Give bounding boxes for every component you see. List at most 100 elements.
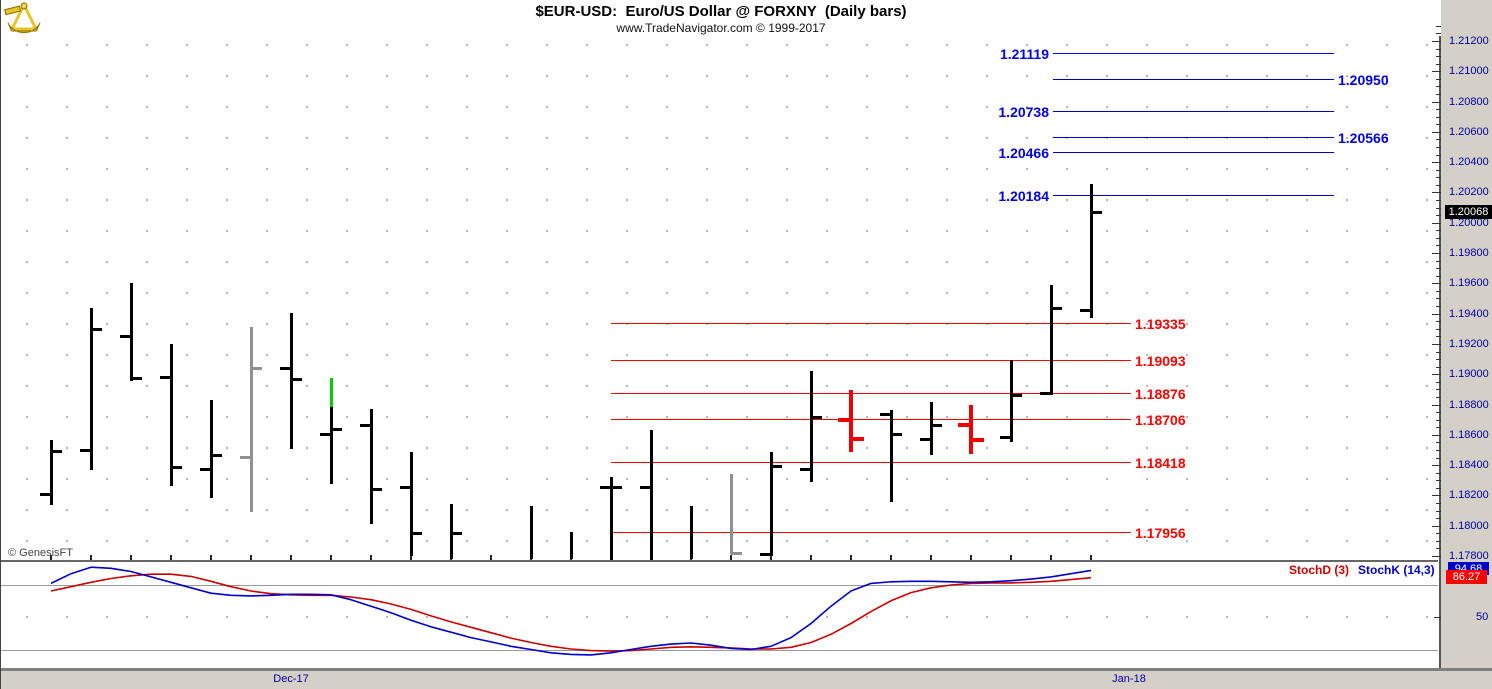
- grid-dot: [386, 354, 388, 356]
- grid-dot: [426, 230, 428, 232]
- grid-dot: [466, 540, 468, 542]
- grid-dot: [1386, 416, 1388, 418]
- grid-dot: [1146, 447, 1148, 449]
- chart-canvas[interactable]: $EUR-USD: Euro/US Dollar @ FORXNY (Daily…: [1, 0, 1441, 668]
- ohlc-open-tick: [640, 486, 651, 489]
- price-axis-tick: [1432, 495, 1441, 496]
- price-axis-tick: [1436, 147, 1441, 148]
- grid-dot: [1066, 416, 1068, 418]
- grid-dot: [866, 199, 868, 201]
- grid-dot: [946, 447, 948, 449]
- grid-dot: [266, 478, 268, 480]
- price-axis-tick: [1436, 268, 1441, 269]
- grid-dot: [466, 137, 468, 139]
- grid-dot: [786, 478, 788, 480]
- grid-dot: [66, 44, 68, 46]
- ohlc-close-tick: [771, 465, 782, 468]
- grid-dot: [386, 509, 388, 511]
- grid-dot: [1066, 323, 1068, 325]
- grid-dot: [986, 44, 988, 46]
- resistance-label: 1.20184: [998, 188, 1049, 204]
- grid-dot: [866, 447, 868, 449]
- grid-dot: [586, 323, 588, 325]
- ohlc-bar: [1090, 184, 1093, 318]
- grid-dot: [266, 168, 268, 170]
- grid-dot: [346, 416, 348, 418]
- grid-dot: [1226, 292, 1228, 294]
- grid-dot: [586, 137, 588, 139]
- grid-dot: [626, 199, 628, 201]
- ohlc-bar: [530, 506, 533, 559]
- grid-dot: [546, 509, 548, 511]
- price-axis-tick: [1436, 208, 1441, 209]
- grid-dot: [546, 385, 548, 387]
- price-axis-tick: [1436, 389, 1441, 390]
- grid-dot: [986, 75, 988, 77]
- grid-dot: [386, 447, 388, 449]
- price-axis-tick: [1436, 170, 1441, 171]
- grid-dot: [186, 75, 188, 77]
- ohlc-bar-green-segment: [330, 378, 333, 407]
- grid-dot: [506, 323, 508, 325]
- grid-dot: [386, 230, 388, 232]
- grid-dot: [1186, 137, 1188, 139]
- date-label-jan: Jan-18: [1112, 673, 1146, 685]
- grid-dot: [1226, 199, 1228, 201]
- grid-dot: [1306, 137, 1308, 139]
- grid-dot: [106, 199, 108, 201]
- grid-dot: [266, 230, 268, 232]
- grid-dot: [626, 509, 628, 511]
- price-axis-tick: [1432, 283, 1441, 284]
- grid-dot: [1186, 478, 1188, 480]
- grid-dot: [906, 416, 908, 418]
- grid-dot: [306, 354, 308, 356]
- grid-dot: [1106, 292, 1108, 294]
- grid-dot: [1186, 75, 1188, 77]
- grid-dot: [1146, 292, 1148, 294]
- grid-dot: [786, 540, 788, 542]
- support-label: 1.19335: [1135, 316, 1186, 332]
- grid-dot: [746, 616, 748, 618]
- grid-dot: [746, 230, 748, 232]
- stochastic-panel: [50, 566, 1092, 656]
- grid-dot: [1346, 385, 1348, 387]
- resistance-line: [1053, 137, 1334, 138]
- grid-dot: [106, 385, 108, 387]
- grid-dot: [866, 323, 868, 325]
- price-axis-tick: [1436, 321, 1441, 322]
- grid-dot: [1346, 230, 1348, 232]
- grid-dot: [1146, 385, 1148, 387]
- grid-dot: [1346, 447, 1348, 449]
- grid-dot: [1386, 168, 1388, 170]
- grid-dot: [106, 323, 108, 325]
- grid-dot: [306, 44, 308, 46]
- price-axis-strip: [1442, 0, 1492, 668]
- grid-dot: [1226, 478, 1228, 480]
- grid-dot: [866, 137, 868, 139]
- grid-dot: [1066, 540, 1068, 542]
- grid-dot: [1106, 616, 1108, 618]
- grid-dot: [146, 230, 148, 232]
- grid-dot: [26, 509, 28, 511]
- grid-dot: [1266, 261, 1268, 263]
- grid-dot: [306, 230, 308, 232]
- grid-dot: [986, 509, 988, 511]
- grid-dot: [466, 106, 468, 108]
- grid-dot: [426, 385, 428, 387]
- grid-dot: [546, 106, 548, 108]
- grid-dot: [346, 616, 348, 618]
- grid-dot: [1266, 230, 1268, 232]
- grid-dot: [1306, 44, 1308, 46]
- grid-dot: [786, 447, 788, 449]
- grid-dot: [906, 199, 908, 201]
- grid-dot: [1226, 447, 1228, 449]
- price-axis-label: 1.18800: [1449, 399, 1489, 411]
- price-axis-tick: [1436, 367, 1441, 368]
- date-slot-tick: [810, 555, 812, 561]
- date-slot-tick: [770, 555, 772, 561]
- grid-dot: [1146, 616, 1148, 618]
- grid-dot: [466, 354, 468, 356]
- grid-dot: [1266, 44, 1268, 46]
- grid-dot: [1306, 447, 1308, 449]
